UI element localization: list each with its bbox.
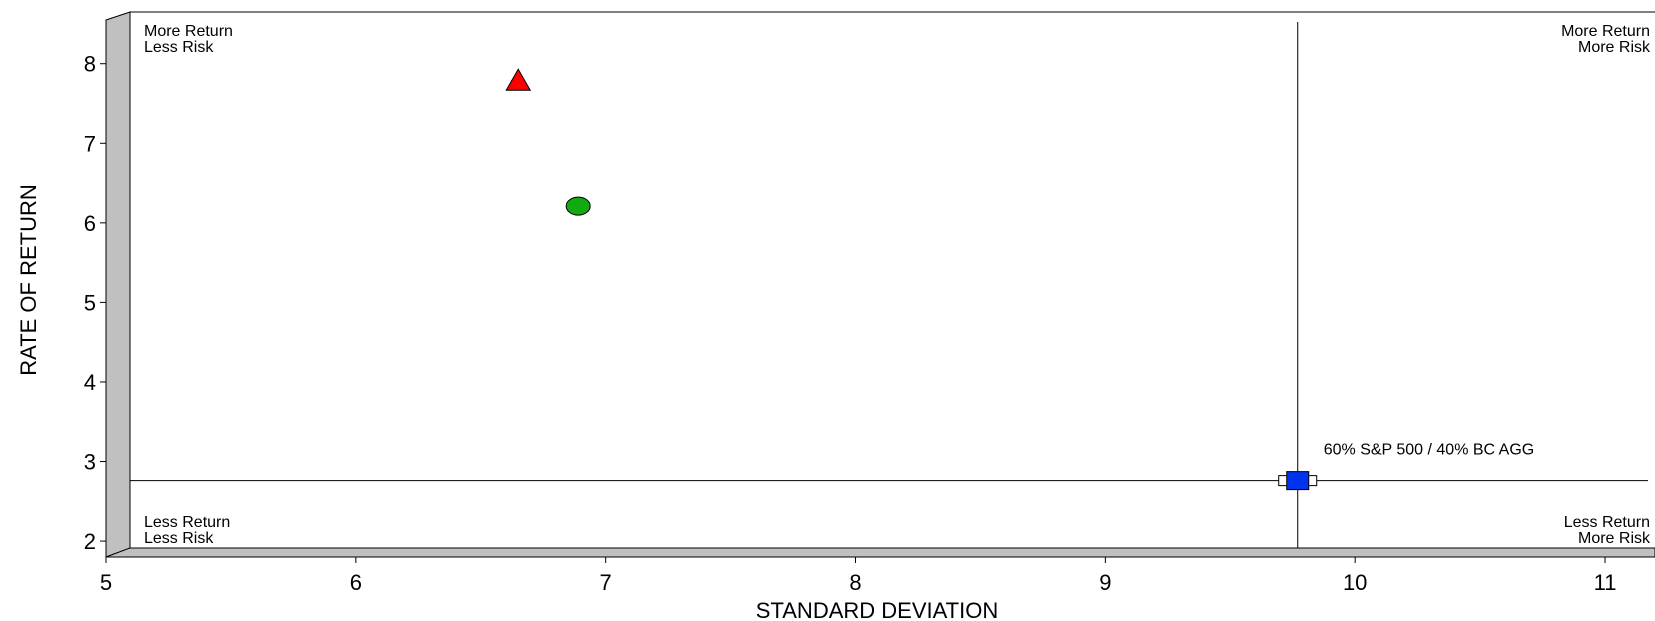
y-axis-title: RATE OF RETURN [16, 184, 41, 375]
data-point-square [1286, 471, 1310, 491]
y-tick-label: 2 [84, 529, 96, 554]
y-tick-label: 7 [84, 131, 96, 156]
x-tick-label: 9 [1099, 570, 1111, 595]
y-tick-label: 3 [84, 450, 96, 475]
chart-left-wall [105, 11, 131, 558]
y-tick-label: 5 [84, 290, 96, 315]
data-point-triangle [505, 68, 532, 91]
quadrant-label-top-left: More Return [144, 23, 233, 40]
x-tick-label: 11 [1594, 570, 1617, 595]
quadrant-label-bottom-left: Less Return [144, 514, 230, 531]
x-tick-label: 5 [100, 570, 112, 595]
y-tick-label: 4 [84, 370, 96, 395]
quadrant-label-bottom-right: Less Return [1564, 514, 1650, 531]
quadrant-label-top-right: More Risk [1578, 39, 1651, 56]
x-tick-label: 8 [849, 570, 861, 595]
crosshair [130, 22, 1648, 548]
quadrant-label-bottom-left: Less Risk [144, 530, 214, 547]
quadrant-label-bottom-right: More Risk [1578, 530, 1651, 547]
chart-floor [105, 547, 1655, 558]
y-tick-label: 8 [84, 52, 96, 77]
quadrant-label-top-left: Less Risk [144, 39, 214, 56]
data-point-circle [565, 196, 591, 216]
x-tick-label: 6 [350, 570, 362, 595]
y-tick-label: 6 [84, 211, 96, 236]
data-point-label: 60% S&P 500 / 40% BC AGG [1324, 442, 1535, 459]
plot-area-frame [129, 11, 1655, 548]
x-axis-title: STANDARD DEVIATION [756, 598, 998, 621]
x-tick-label: 10 [1343, 570, 1367, 595]
data-points: 60% S&P 500 / 40% BC AGG [505, 68, 1535, 491]
x-tick-label: 7 [600, 570, 612, 595]
quadrant-label-top-right: More Return [1561, 23, 1650, 40]
axes: 5 6 7 8 9 10 11 2 3 4 5 6 7 8 [84, 52, 1617, 595]
